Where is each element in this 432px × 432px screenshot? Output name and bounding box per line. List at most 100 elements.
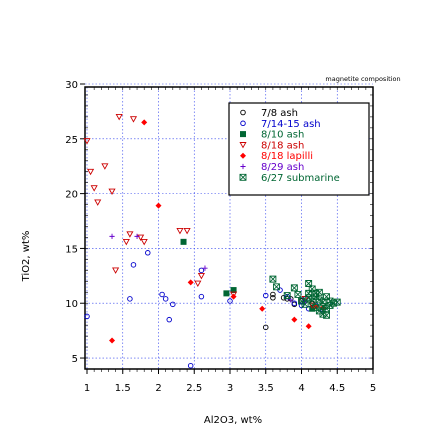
- legend-box: [228, 102, 370, 196]
- data-point: [308, 285, 316, 293]
- data-point: [90, 185, 98, 192]
- data-point: [127, 296, 133, 302]
- data-point: [134, 233, 140, 239]
- y-tick-label: 15: [65, 244, 78, 255]
- data-point: [280, 295, 287, 301]
- data-point: [129, 116, 138, 123]
- data-point: [115, 114, 123, 121]
- data-point: [283, 292, 291, 300]
- x-tick-label: 3.5: [258, 383, 274, 394]
- legend-marker: [240, 131, 246, 138]
- data-point: [94, 199, 102, 206]
- y-tick-label: 20: [65, 190, 78, 201]
- data-point: [270, 291, 276, 298]
- x-tick-label: 2.5: [186, 383, 202, 394]
- data-point: [290, 284, 298, 292]
- data-points: [83, 114, 341, 369]
- data-point: [288, 297, 294, 303]
- data-point: [305, 294, 313, 302]
- data-point: [291, 300, 298, 306]
- x-tick-label: 5: [370, 383, 376, 394]
- data-point: [109, 337, 116, 344]
- x-tick-label: 1.5: [115, 383, 131, 394]
- data-point: [130, 262, 137, 268]
- x-tick-label: 4.5: [329, 383, 345, 394]
- data-point: [101, 163, 109, 170]
- data-point: [109, 233, 115, 239]
- x-tick-label: 4: [298, 383, 304, 394]
- legend-label: 8/18 lapilli: [261, 151, 313, 162]
- legend-label: 8/18 ash: [261, 140, 304, 151]
- y-axis-label: TiO2, wt%: [21, 231, 32, 283]
- data-point: [194, 280, 202, 288]
- data-point: [230, 293, 237, 300]
- data-point: [187, 362, 194, 369]
- data-point: [176, 228, 184, 235]
- data-point: [159, 291, 165, 298]
- data-point: [162, 296, 169, 302]
- legend-marker: [239, 173, 247, 181]
- legend-label: 7/14-15 ash: [261, 119, 321, 130]
- legend-marker: [240, 163, 246, 170]
- legend-marker: [240, 120, 246, 127]
- x-axis-label: Al2O3, wt%: [204, 415, 262, 426]
- data-point: [312, 289, 320, 297]
- data-point: [305, 323, 312, 330]
- data-point: [263, 292, 269, 299]
- data-point: [197, 272, 205, 280]
- data-point: [301, 300, 309, 308]
- data-point: [84, 313, 90, 320]
- y-tick-label: 10: [65, 299, 78, 310]
- data-point: [319, 310, 327, 318]
- y-tick-label: 30: [65, 80, 78, 91]
- data-point: [270, 295, 276, 301]
- data-point: [273, 283, 280, 291]
- legend-label: 8/29 ash: [261, 162, 304, 173]
- data-point: [112, 267, 120, 274]
- plot-frame: [84, 86, 374, 370]
- data-point: [145, 250, 151, 256]
- data-point: [180, 238, 187, 245]
- x-tick-label: 1: [84, 383, 90, 394]
- legend-marker: [240, 152, 246, 159]
- data-point: [202, 265, 208, 271]
- data-point: [230, 287, 237, 294]
- data-point: [126, 231, 134, 238]
- data-point: [230, 291, 238, 298]
- data-point: [166, 316, 172, 323]
- data-point: [291, 316, 298, 323]
- data-point: [108, 188, 116, 195]
- legend-marker: [239, 142, 247, 149]
- data-point: [122, 238, 130, 246]
- data-point: [141, 119, 148, 126]
- data-point: [83, 138, 91, 145]
- data-point: [187, 279, 194, 286]
- axis-ticks: 1 1.5 2 2.5 3 3.5 4 4.5 5 5 10 15 20 25 30: [65, 80, 376, 394]
- data-point: [305, 280, 313, 287]
- legend-label: 6/27 submarine: [261, 173, 340, 184]
- legend-label: 8/10 ash: [261, 130, 304, 141]
- data-point: [198, 293, 205, 300]
- data-point: [333, 298, 341, 306]
- data-point: [183, 228, 191, 235]
- data-point: [323, 293, 330, 301]
- data-point: [198, 267, 205, 274]
- x-tick-label: 2: [155, 383, 161, 394]
- data-point: [263, 324, 269, 331]
- data-point: [223, 290, 230, 297]
- data-point: [137, 234, 145, 241]
- x-tick-label: 3: [227, 383, 233, 394]
- data-point: [140, 238, 148, 246]
- data-point: [269, 275, 277, 283]
- data-point: [227, 298, 233, 304]
- chart-title: magnetite composition: [325, 75, 400, 83]
- data-point: [155, 202, 162, 209]
- y-tick-label: 25: [65, 135, 78, 146]
- legend-marker: [240, 109, 246, 116]
- data-point: [259, 305, 266, 312]
- data-point: [294, 291, 302, 298]
- data-point: [170, 301, 176, 308]
- legend-label: 7/8 ash: [261, 108, 298, 119]
